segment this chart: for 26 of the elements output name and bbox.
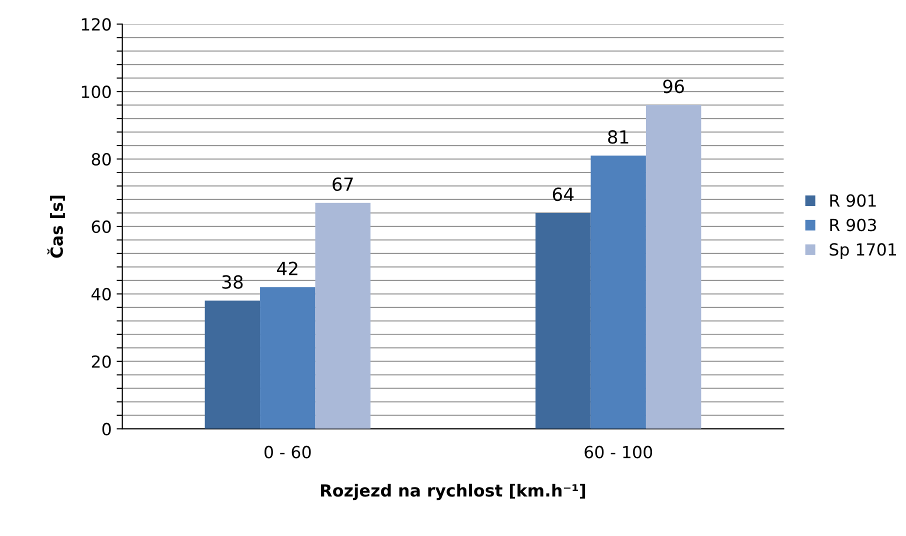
bar	[590, 156, 646, 429]
y-tick-label: 80	[92, 152, 111, 166]
y-axis-title: Čas [s]	[47, 196, 65, 258]
legend-label: R 903	[830, 218, 876, 232]
data-label: 81	[608, 130, 628, 144]
y-tick-label: 20	[92, 355, 111, 368]
x-tick-label: 0 - 60	[264, 446, 311, 458]
y-tick-label: 60	[92, 220, 111, 234]
x-axis-title: Rozjezd na rychlost [km.h⁻¹]	[321, 484, 586, 500]
data-label: 64	[552, 187, 574, 202]
bar	[260, 287, 316, 429]
y-tick-label: 120	[82, 18, 111, 31]
data-label: 42	[277, 262, 298, 276]
y-tick-label: 100	[82, 86, 111, 98]
bar	[536, 212, 591, 429]
legend-label: Sp 1701	[830, 243, 896, 259]
bar	[204, 300, 260, 429]
y-tick-label: 40	[92, 288, 111, 300]
data-label: 96	[663, 80, 684, 94]
bar	[315, 202, 370, 429]
x-tick-label: 60 - 100	[584, 446, 652, 458]
data-label: 38	[222, 275, 243, 289]
legend-label: R 901	[830, 194, 876, 207]
data-label: 67	[332, 177, 353, 192]
y-tick-label: 0	[102, 422, 111, 436]
bar	[646, 105, 702, 429]
